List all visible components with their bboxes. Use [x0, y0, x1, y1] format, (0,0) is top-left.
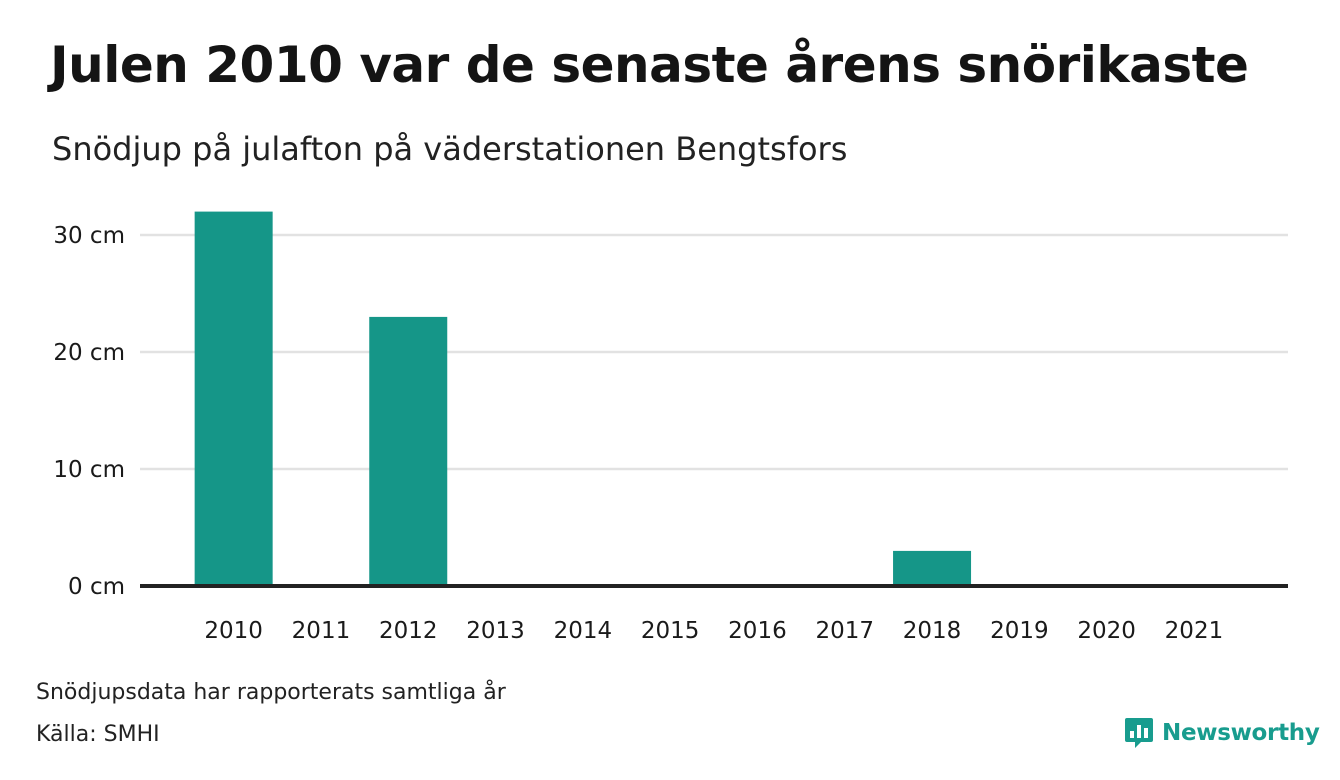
footnote-source: Källa: SMHI [36, 722, 160, 747]
bars [194, 211, 972, 586]
chart-title: Julen 2010 var de senaste årens snörikas… [50, 36, 1249, 94]
y-tick-label: 30 cm [53, 223, 125, 249]
x-tick-label: 2010 [204, 618, 263, 644]
x-tick-label: 2013 [466, 618, 525, 644]
x-tick-label: 2016 [728, 618, 787, 644]
brand-name: Newsworthy [1162, 720, 1320, 746]
grid-lines [140, 233, 1288, 471]
bar-2012 [369, 316, 448, 586]
bar-2018 [893, 550, 972, 586]
y-tick-label: 10 cm [53, 457, 125, 483]
y-axis-ticks: 0 cm 10 cm 20 cm 30 cm [53, 223, 125, 600]
y-tick-label: 20 cm [53, 340, 125, 366]
x-tick-label: 2011 [292, 618, 351, 644]
x-tick-label: 2015 [641, 618, 700, 644]
x-tick-label: 2012 [379, 618, 438, 644]
x-tick-label: 2018 [903, 618, 962, 644]
x-tick-label: 2020 [1077, 618, 1136, 644]
brand-logo: Newsworthy [1124, 716, 1320, 750]
x-tick-label: 2017 [815, 618, 874, 644]
x-tick-label: 2019 [990, 618, 1049, 644]
y-tick-label: 0 cm [68, 574, 125, 600]
chart-subtitle: Snödjup på julafton på väderstationen Be… [52, 130, 848, 168]
bar-2010 [194, 211, 273, 586]
x-tick-label: 2014 [554, 618, 613, 644]
newsworthy-logo-icon [1125, 718, 1153, 748]
x-axis-ticks: 2010 2011 2012 2013 2014 2015 2016 2017 2018 2019… [204, 618, 1223, 644]
footnote-data-note: Snödjupsdata har rapporterats samtliga å… [36, 680, 506, 705]
x-tick-label: 2021 [1165, 618, 1224, 644]
bar-chart: 0 cm 10 cm 20 cm 30 cm 2010 2011 2012 2013 2014… [53, 211, 1288, 644]
